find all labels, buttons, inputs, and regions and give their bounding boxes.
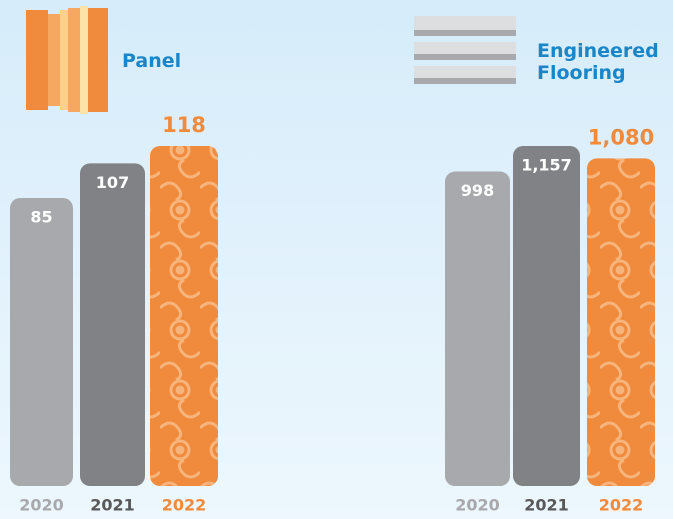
- chart-title: Panel: [122, 50, 182, 72]
- bar: [150, 146, 218, 486]
- panel-icon: [26, 6, 108, 114]
- bar: [445, 171, 510, 487]
- x-tick-label: 2022: [162, 496, 207, 515]
- bar: [587, 158, 655, 486]
- x-tick-label: 2022: [599, 496, 644, 515]
- x-tick-label: 2021: [90, 496, 135, 515]
- flooring-icon: [414, 16, 516, 84]
- x-tick-label: 2020: [455, 496, 500, 515]
- chart-title: Engineered Flooring: [537, 40, 659, 84]
- bar: [513, 146, 580, 486]
- value-label: 107: [96, 173, 129, 192]
- value-label: 998: [461, 181, 494, 200]
- bar: [80, 163, 145, 486]
- x-tick-label: 2020: [19, 496, 64, 515]
- x-tick-label: 2021: [524, 496, 569, 515]
- value-label: 85: [30, 208, 52, 227]
- value-label: 1,157: [521, 156, 572, 175]
- value-label: 118: [162, 113, 206, 137]
- bar: [10, 198, 73, 486]
- value-label: 1,080: [588, 125, 654, 149]
